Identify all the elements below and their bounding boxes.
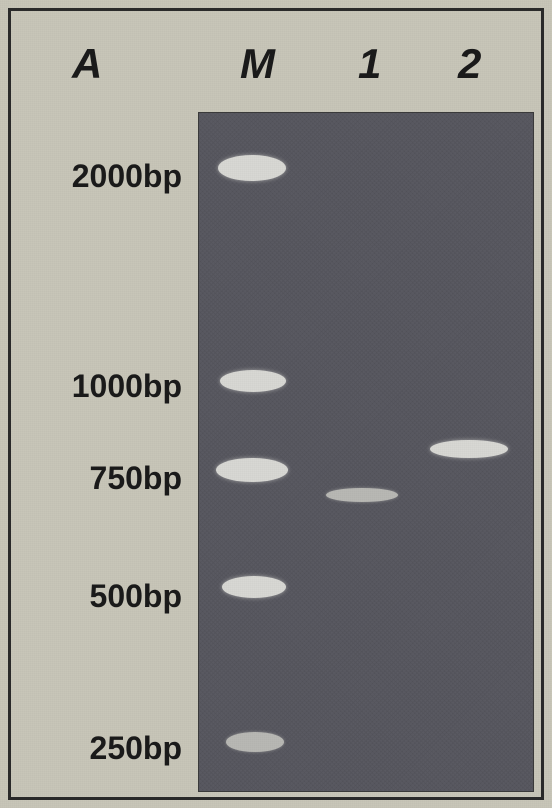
size-label: 500bp	[22, 578, 182, 615]
panel-label: A	[72, 40, 102, 88]
size-label: 250bp	[22, 730, 182, 767]
marker-band	[216, 458, 288, 482]
sample-band	[326, 488, 398, 502]
lane2-label: 2	[458, 40, 481, 88]
size-label: 2000bp	[22, 158, 182, 195]
marker-band	[220, 370, 286, 392]
column-headers: A M 1 2	[0, 40, 552, 100]
marker-band	[218, 155, 286, 181]
marker-lane-label: M	[240, 40, 275, 88]
marker-band	[222, 576, 286, 598]
sample-band	[430, 440, 508, 458]
size-label: 750bp	[22, 460, 182, 497]
size-label: 1000bp	[22, 368, 182, 405]
marker-band	[226, 732, 284, 752]
lane1-label: 1	[358, 40, 381, 88]
